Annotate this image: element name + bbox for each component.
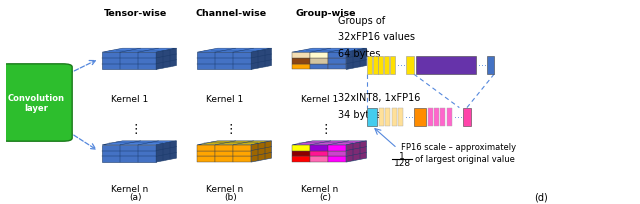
FancyBboxPatch shape	[0, 64, 72, 142]
Bar	[406, 57, 413, 75]
Text: Kernel 1: Kernel 1	[301, 95, 338, 104]
Polygon shape	[310, 64, 328, 70]
Bar	[392, 108, 397, 126]
Text: ⋮: ⋮	[319, 123, 332, 136]
Text: Kernel n: Kernel n	[205, 184, 243, 193]
Polygon shape	[292, 141, 367, 145]
Text: 34 bytes: 34 bytes	[339, 109, 381, 119]
Text: Kernel n: Kernel n	[301, 184, 338, 193]
Text: ···: ···	[405, 112, 414, 122]
Polygon shape	[102, 145, 156, 162]
Polygon shape	[233, 156, 251, 162]
Text: of largest original value: of largest original value	[415, 155, 515, 164]
Bar	[463, 108, 471, 126]
Polygon shape	[292, 64, 310, 70]
Polygon shape	[292, 53, 310, 59]
Polygon shape	[197, 141, 271, 145]
Polygon shape	[197, 145, 215, 151]
Text: 32xFP16 values: 32xFP16 values	[339, 32, 415, 42]
Text: ···: ···	[454, 112, 463, 122]
Polygon shape	[328, 59, 346, 64]
Bar	[434, 108, 439, 126]
Polygon shape	[328, 156, 346, 162]
Text: Kernel 1: Kernel 1	[205, 95, 243, 104]
Bar	[415, 57, 476, 75]
Polygon shape	[310, 145, 328, 151]
Polygon shape	[328, 64, 346, 70]
Text: Group-wise: Group-wise	[296, 9, 356, 18]
Bar	[398, 108, 403, 126]
Bar	[440, 108, 445, 126]
Polygon shape	[328, 145, 346, 151]
Polygon shape	[310, 53, 328, 59]
Polygon shape	[233, 145, 251, 151]
Text: ···: ···	[477, 61, 486, 71]
Bar	[379, 108, 384, 126]
Text: ⋮: ⋮	[225, 123, 237, 136]
Polygon shape	[251, 49, 271, 70]
Polygon shape	[102, 49, 177, 53]
Text: 1: 1	[399, 151, 405, 160]
Text: FP16 scale – approximately: FP16 scale – approximately	[401, 142, 516, 151]
Polygon shape	[292, 59, 310, 64]
Text: 64 bytes: 64 bytes	[339, 48, 381, 58]
Polygon shape	[102, 141, 177, 145]
Bar	[367, 57, 372, 75]
Polygon shape	[310, 151, 328, 156]
Text: (d): (d)	[534, 191, 548, 201]
Text: Channel-wise: Channel-wise	[195, 9, 266, 18]
Polygon shape	[156, 49, 177, 70]
Polygon shape	[215, 156, 233, 162]
Polygon shape	[346, 141, 367, 162]
Polygon shape	[292, 145, 310, 151]
Bar	[390, 57, 395, 75]
Polygon shape	[197, 151, 215, 156]
Polygon shape	[310, 156, 328, 162]
Polygon shape	[346, 49, 367, 70]
Bar	[486, 57, 494, 75]
Bar	[378, 57, 383, 75]
Text: Tensor-wise: Tensor-wise	[104, 9, 167, 18]
Bar	[414, 108, 426, 126]
Text: Convolution
layer: Convolution layer	[7, 93, 64, 113]
Polygon shape	[215, 151, 233, 156]
Polygon shape	[310, 59, 328, 64]
Polygon shape	[197, 49, 271, 53]
Polygon shape	[197, 156, 215, 162]
Bar	[384, 57, 389, 75]
Text: (a): (a)	[129, 192, 142, 201]
Text: 128: 128	[394, 158, 411, 167]
Polygon shape	[292, 151, 310, 156]
Polygon shape	[215, 145, 233, 151]
Polygon shape	[233, 151, 251, 156]
Polygon shape	[328, 151, 346, 156]
Text: (c): (c)	[319, 192, 332, 201]
Polygon shape	[197, 53, 251, 70]
Polygon shape	[292, 49, 367, 53]
Text: (b): (b)	[224, 192, 237, 201]
Text: 32xINT8, 1xFP16: 32xINT8, 1xFP16	[339, 93, 420, 103]
Text: Groups of: Groups of	[339, 16, 385, 26]
Text: ···: ···	[397, 61, 406, 71]
Polygon shape	[328, 53, 346, 59]
Polygon shape	[156, 141, 177, 162]
Text: Kernel n: Kernel n	[111, 184, 148, 193]
Bar	[428, 108, 433, 126]
Bar	[372, 57, 378, 75]
Text: Kernel 1: Kernel 1	[111, 95, 148, 104]
Bar	[385, 108, 390, 126]
Polygon shape	[292, 156, 310, 162]
Polygon shape	[102, 53, 156, 70]
Polygon shape	[251, 141, 271, 162]
Text: ⋮: ⋮	[129, 123, 142, 136]
Bar	[447, 108, 452, 126]
Bar	[367, 108, 377, 126]
